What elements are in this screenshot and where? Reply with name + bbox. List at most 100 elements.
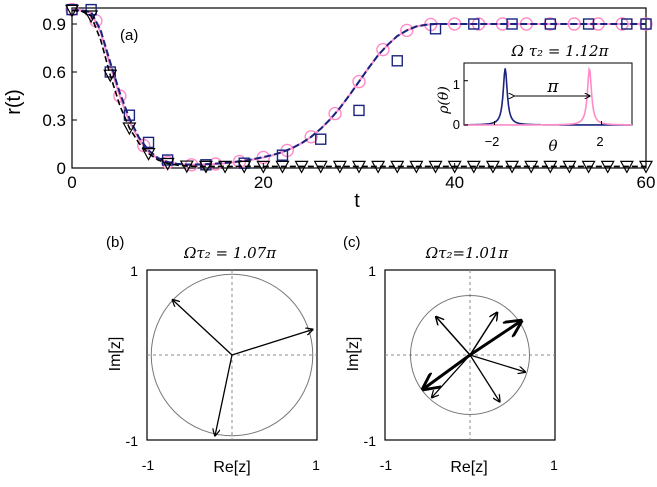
panel-c-vector [432, 354, 471, 398]
panel-c-vector [423, 353, 471, 389]
series-black-marker [524, 160, 539, 174]
panel-b-ytick-bottom: -1 [126, 433, 139, 449]
series-black-marker [562, 160, 577, 174]
series-black-marker [543, 160, 558, 174]
series-black-marker [122, 122, 137, 136]
series-pink-marker [567, 17, 581, 31]
inset-series-pink [463, 66, 633, 126]
panel-b-xtick-right: 1 [312, 457, 320, 473]
panel-a-ytick-label: 0.3 [42, 111, 66, 130]
panel-c-x-label: Re[z] [450, 459, 487, 476]
panel-b-xtick-left: -1 [142, 457, 155, 473]
panel-b-vector [173, 300, 233, 356]
series-black-marker [141, 148, 156, 161]
series-pink-marker [376, 42, 390, 57]
series-black-marker [619, 160, 634, 174]
inset-annotation: π [546, 77, 559, 97]
series-navy-marker [315, 133, 327, 145]
panel-a-ytick-label: 0 [57, 159, 66, 178]
series-black-marker [351, 160, 367, 174]
panel-c-circle [410, 295, 530, 415]
panel-c-label: (c) [343, 234, 361, 251]
panel-c-plot [384, 269, 556, 441]
inset-xtick-label-0: −2 [485, 134, 500, 149]
panel-c-xtick-right: 1 [550, 457, 558, 473]
series-pink-marker [304, 130, 318, 144]
series-black-marker [390, 160, 405, 174]
series-navy-marker [429, 23, 442, 35]
series-navy-marker [353, 104, 365, 117]
series-black-marker [294, 160, 309, 174]
panel-a-x-label: t [354, 190, 360, 212]
series-black-marker [447, 160, 462, 174]
series-navy-marker [200, 159, 212, 171]
panel-a-ytick-label: 0.9 [42, 15, 66, 34]
panel-b-title: Ωτ₂ = 1.07π [183, 244, 277, 262]
panel-b-plot [146, 269, 318, 441]
panel-c-vector [469, 354, 500, 402]
series-black-marker [237, 160, 252, 174]
series-black-marker [103, 69, 118, 83]
series-black-marker [84, 10, 99, 24]
panel-a-series [64, 2, 654, 174]
series-black-marker [275, 160, 290, 174]
panel-b-y-label: Im[z] [107, 337, 124, 372]
series-black-marker [198, 160, 213, 174]
panel-a-xtick-label: 0 [67, 173, 76, 192]
panel-c-ytick-top: 1 [368, 263, 376, 279]
series-black-line [71, 9, 646, 168]
series-navy-marker [640, 18, 652, 30]
series-black-marker [428, 160, 443, 174]
series-navy-marker [582, 18, 595, 30]
series-navy-marker [468, 18, 480, 30]
series-navy-marker [142, 136, 155, 149]
series-black-marker [179, 160, 194, 174]
series-navy-marker [66, 3, 78, 16]
series-pink-marker [639, 17, 653, 31]
inset: Ω τ₂ = 1.12π ρ(θ) θ π 0 1 −2 2 [436, 42, 633, 155]
series-black-marker [371, 160, 386, 174]
series-black-marker [485, 160, 500, 174]
panel-b-vector [231, 330, 313, 356]
panel-c-title: Ωτ₂=1.01π [425, 244, 510, 262]
series-black-marker [160, 157, 175, 171]
series-navy-marker [506, 18, 518, 30]
inset-title: Ω τ₂ = 1.12π [511, 42, 610, 60]
panel-c: (c) Ωτ₂=1.01π Re[z] Im[z] 1 -1 -1 1 [343, 234, 558, 476]
panel-a-label: (a) [120, 27, 138, 44]
series-pink-marker [352, 74, 366, 89]
series-black-marker [64, 4, 80, 18]
panel-a-xtick-label: 60 [637, 173, 656, 192]
panel-b-vector [215, 354, 233, 436]
series-black-marker [600, 160, 615, 174]
series-black-marker [256, 160, 271, 174]
panel-b-x-label: Re[z] [213, 459, 250, 476]
panel-a-ytick-label: 0.6 [42, 63, 66, 82]
panel-a-axes [71, 7, 647, 169]
inset-x-label: θ [548, 137, 557, 155]
panel-c-xtick-left: -1 [380, 457, 393, 473]
panel-c-vector [469, 313, 497, 356]
panel-c-ytick-bottom: -1 [364, 433, 377, 449]
series-black-marker [218, 160, 233, 174]
panel-c-vector [436, 317, 471, 356]
series-navy-marker [621, 18, 633, 30]
series-black-marker [313, 160, 328, 174]
panel-b-label: (b) [106, 234, 124, 251]
series-navy-marker [123, 109, 136, 121]
series-navy-marker [544, 18, 557, 30]
series-pink-marker [328, 106, 342, 121]
series-black-marker [638, 160, 654, 174]
inset-series [463, 66, 633, 126]
series-black-marker [409, 160, 424, 174]
panel-b: (b) Ωτ₂ = 1.07π Re[z] Im[z] 1 -1 -1 1 [106, 234, 320, 476]
panel-c-y-label: Im[z] [345, 337, 362, 372]
panel-a-y-label: r(t) [3, 89, 25, 115]
panel-b-ytick-top: 1 [130, 263, 138, 279]
series-navy-marker [85, 3, 97, 16]
inset-ytick-label-1: 1 [453, 77, 460, 92]
inset-ytick-label-0: 0 [453, 117, 460, 132]
series-black-marker [581, 160, 596, 174]
panel-a-xtick-label: 20 [254, 173, 273, 192]
